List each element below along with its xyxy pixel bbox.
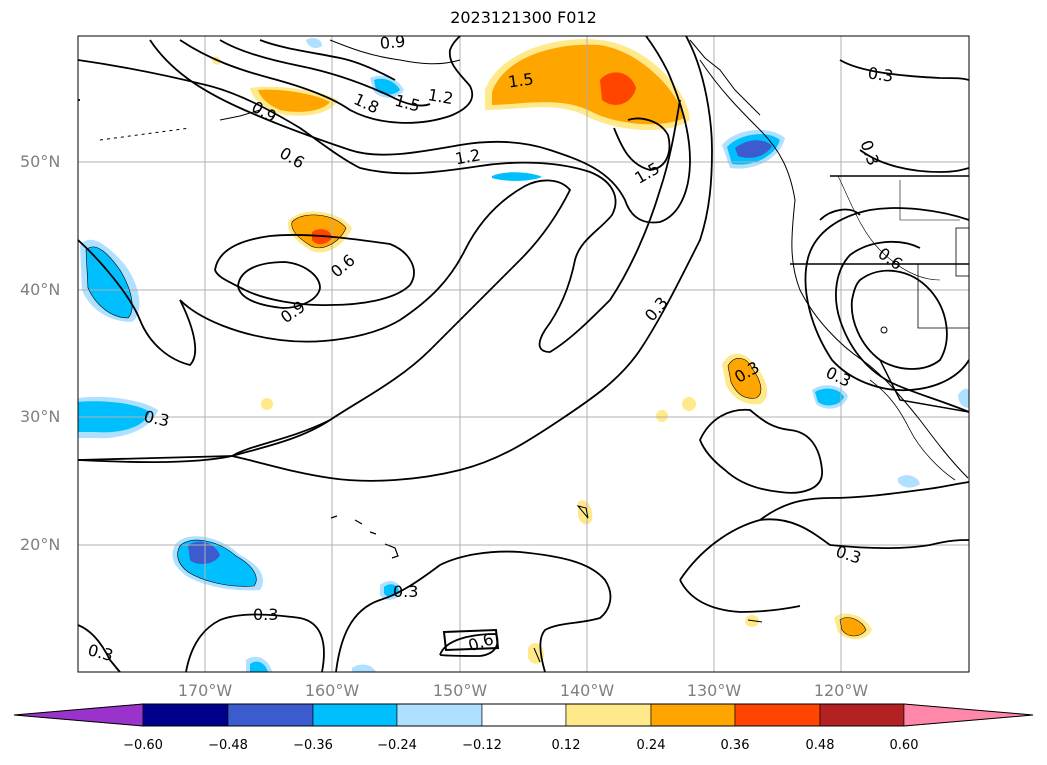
lat-label-20: 20°N: [20, 535, 61, 554]
colorbar-tick-label: 0.12: [551, 738, 581, 753]
lon-label-160w: 160°W: [304, 681, 360, 700]
colorbar-tick-label: 0.48: [805, 738, 835, 753]
contour-label: 0.6: [874, 244, 906, 274]
contour-label: 0.3: [867, 63, 895, 85]
lat-label-40: 40°N: [20, 280, 61, 299]
contour-lines: [78, 36, 969, 672]
contour-label: 1.2: [454, 145, 482, 168]
lon-label-170w: 170°W: [177, 681, 233, 700]
contour-label: 1.2: [426, 85, 454, 108]
colorbar: [13, 703, 1034, 727]
lon-label-120w: 120°W: [813, 681, 869, 700]
contour-label: 0.3: [86, 640, 116, 665]
lat-label-30: 30°N: [20, 407, 61, 426]
colorbar-tick-label: −0.48: [208, 738, 248, 753]
colorbar-tick-label: 0.24: [636, 738, 666, 753]
anomaly-outlines: [85, 214, 867, 652]
colorbar-tick-label: −0.12: [462, 738, 502, 753]
contour-label: 0.3: [142, 407, 171, 431]
colorbar-tick-label: 0.36: [720, 738, 750, 753]
colorbar-tick-label: 0.60: [889, 738, 919, 753]
contour-label: 0.9: [379, 32, 406, 53]
lat-label-50: 50°N: [20, 152, 61, 171]
map-frame: [77, 35, 970, 673]
contour-label: 0.3: [253, 605, 278, 624]
contour-label: 0.3: [641, 293, 672, 325]
contour-label: 1.5: [393, 91, 423, 116]
lon-label-150w: 150°W: [432, 681, 488, 700]
colorbar-tick-label: −0.36: [293, 738, 333, 753]
lon-label-140w: 140°W: [559, 681, 615, 700]
coastlines: [99, 39, 969, 663]
lon-label-130w: 130°W: [686, 681, 742, 700]
anomaly-fills: [78, 38, 969, 672]
contour-label: 0.6: [276, 143, 308, 172]
colorbar-tick-label: −0.60: [123, 738, 163, 753]
contour-label: 0.3: [856, 138, 883, 168]
contour-label: 1.5: [507, 69, 535, 91]
contour-label: 0.3: [393, 582, 418, 601]
map-title: 2023121300 F012: [450, 8, 597, 27]
colorbar-tick-label: −0.24: [377, 738, 417, 753]
contour-label: 0.3: [833, 542, 863, 568]
